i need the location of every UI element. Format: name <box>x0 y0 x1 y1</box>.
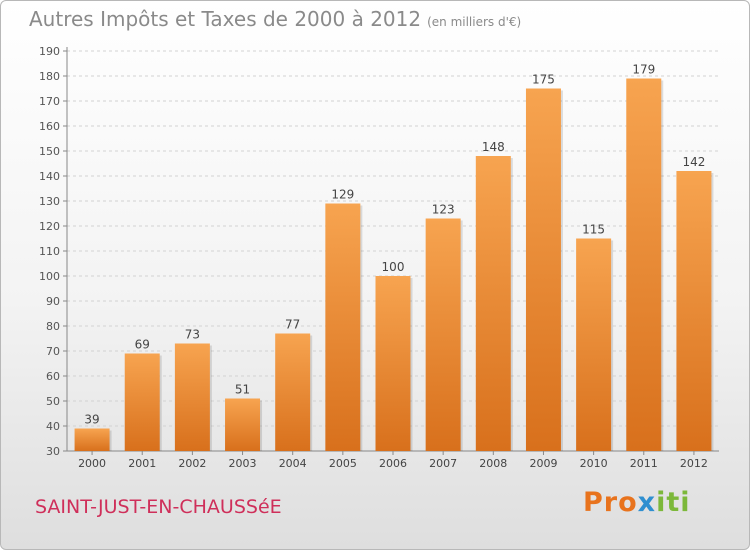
y-tick-label: 90 <box>46 295 60 308</box>
y-tick-label: 30 <box>46 445 60 458</box>
bar <box>676 171 712 451</box>
x-tick-label: 2009 <box>529 457 557 470</box>
x-tick-label: 2012 <box>680 457 708 470</box>
data-label: 73 <box>185 328 200 342</box>
data-label: 175 <box>532 73 555 87</box>
y-tick-label: 160 <box>39 120 60 133</box>
data-label: 148 <box>482 140 505 154</box>
x-tick-label: 2001 <box>128 457 156 470</box>
x-tick-label: 2007 <box>429 457 457 470</box>
x-tick-label: 2003 <box>229 457 257 470</box>
data-label: 179 <box>632 63 655 77</box>
data-label: 100 <box>382 260 405 274</box>
bar <box>626 78 662 451</box>
bar <box>275 333 311 451</box>
proxiti-logo: Proxiti <box>583 487 691 518</box>
x-tick-label: 2002 <box>178 457 206 470</box>
x-tick-label: 2006 <box>379 457 407 470</box>
bar <box>475 156 511 451</box>
y-tick-label: 130 <box>39 195 60 208</box>
y-tick-label: 50 <box>46 395 60 408</box>
bar <box>174 343 210 451</box>
bar <box>425 218 461 451</box>
data-label: 39 <box>84 413 99 427</box>
y-tick-label: 190 <box>39 45 60 58</box>
town-name: SAINT-JUST-EN-CHAUSSéE <box>35 496 282 518</box>
x-tick-label: 2000 <box>78 457 106 470</box>
y-tick-label: 70 <box>46 345 60 358</box>
y-tick-label: 150 <box>39 145 60 158</box>
y-tick-label: 170 <box>39 95 60 108</box>
x-tick-label: 2011 <box>630 457 658 470</box>
bar <box>325 203 361 451</box>
x-tick-label: 2008 <box>479 457 507 470</box>
data-label: 123 <box>432 203 455 217</box>
bar <box>74 428 110 451</box>
data-label: 77 <box>285 318 300 332</box>
data-label: 51 <box>235 383 250 397</box>
chart-unit: (en milliers d'€) <box>427 15 522 29</box>
data-label: 69 <box>135 338 150 352</box>
chart-title: Autres Impôts et Taxes de 2000 à 2012 (en… <box>29 7 521 31</box>
x-tick-label: 2004 <box>279 457 307 470</box>
data-label: 129 <box>331 188 354 202</box>
bar <box>124 353 160 451</box>
bar <box>375 276 411 451</box>
y-tick-label: 120 <box>39 220 60 233</box>
y-tick-label: 110 <box>39 245 60 258</box>
x-tick-label: 2005 <box>329 457 357 470</box>
x-tick-label: 2010 <box>580 457 608 470</box>
data-label: 142 <box>682 155 705 169</box>
y-tick-label: 180 <box>39 70 60 83</box>
y-tick-label: 40 <box>46 420 60 433</box>
data-label: 115 <box>582 223 605 237</box>
y-tick-label: 140 <box>39 170 60 183</box>
y-tick-label: 100 <box>39 270 60 283</box>
bar <box>225 398 261 451</box>
chart-title-text: Autres Impôts et Taxes de 2000 à 2012 <box>29 7 422 31</box>
y-tick-label: 80 <box>46 320 60 333</box>
bar <box>525 88 561 451</box>
y-tick-label: 60 <box>46 370 60 383</box>
bar <box>576 238 612 451</box>
